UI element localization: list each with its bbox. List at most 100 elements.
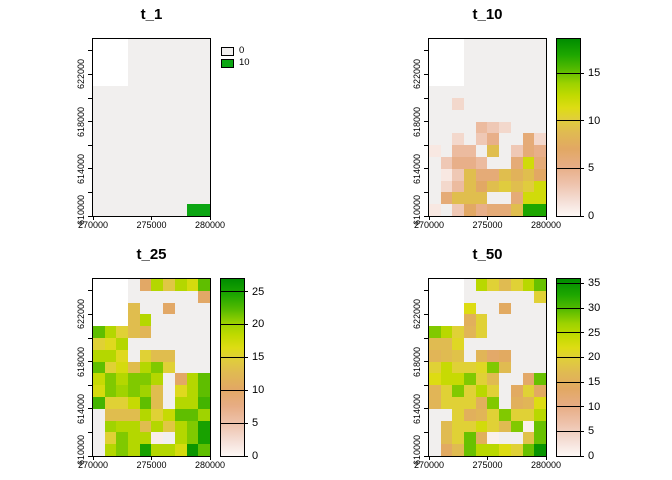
raster-cell <box>93 62 105 75</box>
raster-cell <box>174 338 187 350</box>
raster-cell <box>186 86 199 98</box>
raster-cell <box>452 168 465 181</box>
raster-cell <box>429 86 441 98</box>
raster-cell <box>174 121 187 134</box>
raster-cell <box>93 279 105 291</box>
raster-cell <box>93 50 105 63</box>
raster-cell <box>510 420 523 433</box>
raster-cell <box>464 86 476 98</box>
raster-cell <box>198 408 210 421</box>
raster-cell <box>475 385 488 397</box>
raster-cell <box>128 397 140 409</box>
raster-cell <box>440 314 453 327</box>
raster-cell <box>163 444 175 456</box>
y-axis-label: 610000 <box>412 194 422 226</box>
raster-cell <box>429 180 441 193</box>
raster-cell <box>522 157 535 169</box>
raster-cell <box>139 314 152 327</box>
raster-cell <box>464 373 476 386</box>
raster-cell <box>522 385 535 397</box>
y-axis-label: 622000 <box>76 59 86 90</box>
raster-cell <box>452 373 465 386</box>
colorbar-tick <box>221 323 248 325</box>
raster-cell <box>116 349 129 362</box>
raster-cell <box>487 338 500 350</box>
raster-cell <box>487 74 500 87</box>
y-axis-label: 614000 <box>76 393 86 424</box>
raster-cell <box>104 180 117 193</box>
raster-cell <box>452 290 465 303</box>
raster-cell <box>128 192 140 205</box>
raster-cell <box>499 121 511 134</box>
raster-cell <box>464 62 476 75</box>
y-axis-label: 622000 <box>412 59 422 90</box>
raster-cell <box>104 39 117 51</box>
raster-cell <box>452 204 465 216</box>
colorbar-tick <box>557 356 584 358</box>
raster-cell <box>487 168 500 181</box>
raster-cell <box>499 180 511 193</box>
raster-cell <box>510 361 523 374</box>
raster-cell <box>139 420 152 433</box>
raster-cell <box>475 397 488 409</box>
raster-cell <box>464 349 476 362</box>
raster-cell <box>452 109 465 122</box>
raster-cell <box>452 62 465 75</box>
raster-cell <box>116 397 129 409</box>
raster-cell <box>139 180 152 193</box>
raster-cell <box>510 157 523 169</box>
raster-cell <box>429 98 441 110</box>
x-axis-tick <box>151 456 152 460</box>
y-axis-minor-tick <box>88 50 93 52</box>
raster-cell <box>510 39 523 51</box>
raster-cell <box>163 192 175 205</box>
raster-cell <box>93 168 105 181</box>
raster-cell <box>93 302 105 315</box>
raster-cell <box>464 109 476 122</box>
raster-cell <box>93 385 105 397</box>
y-axis-minor-tick <box>424 337 429 339</box>
raster-cell <box>116 133 129 146</box>
raster-cell <box>452 39 465 51</box>
raster-cell <box>452 338 465 350</box>
raster-cell <box>499 373 511 386</box>
raster-cell <box>174 109 187 122</box>
raster-cell <box>464 145 476 157</box>
raster-cell <box>510 98 523 110</box>
y-axis-tick <box>88 361 93 363</box>
raster-cell <box>104 98 117 110</box>
raster-cell <box>174 168 187 181</box>
y-axis-minor-tick <box>88 191 93 193</box>
raster-cell <box>151 432 164 445</box>
raster-cell <box>128 444 140 456</box>
raster-cell <box>128 279 140 291</box>
raster-cell <box>487 145 500 157</box>
colorbar-label: 30 <box>588 302 601 315</box>
raster-cell <box>93 420 105 433</box>
raster-cell <box>464 121 476 134</box>
raster-cell <box>534 157 546 169</box>
raster-cell <box>104 133 117 146</box>
raster-cell <box>464 180 476 193</box>
raster-cell <box>139 204 152 216</box>
colorbar-label: 10 <box>588 114 601 127</box>
raster-cell <box>429 302 441 315</box>
raster-cell <box>440 157 453 169</box>
colorbar-label: 15 <box>588 67 601 80</box>
raster-cell <box>452 314 465 327</box>
raster-cell <box>198 444 210 456</box>
raster-cell <box>116 157 129 169</box>
raster-cell <box>534 145 546 157</box>
raster-cell <box>151 39 164 51</box>
colorbar-tick <box>221 422 248 424</box>
x-axis-label: 270000 <box>413 220 445 230</box>
raster-cell <box>116 408 129 421</box>
raster-cell <box>174 192 187 205</box>
raster-cell <box>186 349 199 362</box>
raster-cell <box>510 180 523 193</box>
raster-cell <box>510 373 523 386</box>
raster-cell <box>487 385 500 397</box>
raster-cell <box>440 397 453 409</box>
colorbar-label: 20 <box>588 351 601 364</box>
raster-cell <box>128 314 140 327</box>
